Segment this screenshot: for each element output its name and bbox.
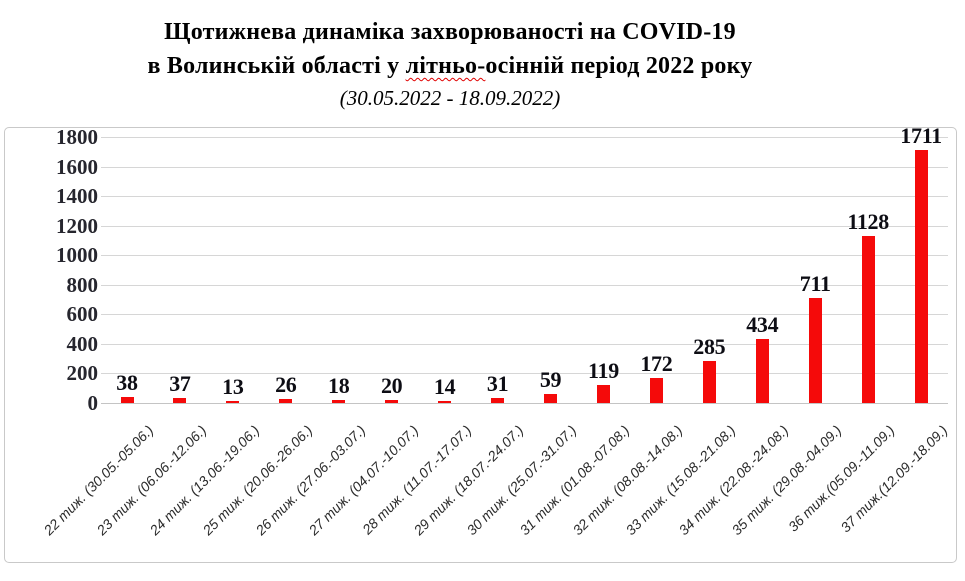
bar-value-label: 119 — [588, 358, 619, 384]
bar — [385, 400, 399, 403]
gridline — [101, 166, 948, 168]
bar-value-label: 18 — [328, 373, 350, 399]
bar-value-label: 1711 — [900, 123, 942, 149]
bar-value-label: 285 — [693, 333, 726, 359]
bar-value-label: 172 — [640, 350, 673, 376]
bar-value-label: 59 — [539, 367, 562, 393]
chart-title-misspelled-word: літньо- — [405, 53, 486, 79]
bar — [861, 236, 875, 403]
bar — [279, 399, 293, 403]
bar — [438, 400, 452, 403]
y-axis-tick-label: 0 — [87, 391, 99, 415]
y-axis-tick-label: 1200 — [56, 213, 98, 238]
bar — [544, 394, 558, 403]
chart-title-block: Щотижнева динаміка захворюваності на COV… — [0, 15, 900, 112]
y-axis-tick-label: 800 — [66, 272, 99, 297]
bar — [491, 398, 505, 403]
chart-title-date-range: (30.05.2022 - 18.09.2022) — [339, 86, 561, 110]
bar-value-label: 13 — [222, 374, 244, 399]
y-axis-tick-label: 1400 — [56, 184, 98, 209]
y-axis-tick-label: 1800 — [56, 125, 98, 149]
bar — [120, 397, 134, 403]
bar — [702, 360, 716, 403]
bar — [914, 150, 928, 403]
chart-title-line1: Щотижнева динаміка захворюваності на COV… — [164, 19, 736, 45]
bar — [808, 297, 822, 403]
gridline — [101, 343, 948, 345]
gridline — [101, 225, 948, 227]
y-axis-tick-label: 1000 — [56, 243, 98, 268]
bar-value-label: 26 — [275, 372, 297, 398]
bar-value-label: 20 — [380, 373, 403, 399]
gridline — [101, 196, 948, 198]
bar — [226, 401, 240, 403]
bar-value-label: 38 — [116, 370, 138, 396]
bar — [173, 397, 187, 403]
bar-value-label: 14 — [433, 373, 456, 399]
gridline — [101, 137, 948, 138]
chart-title-line2: в Волинській області у літньо-осінній пе… — [0, 49, 900, 83]
bar-value-label: 31 — [486, 371, 509, 397]
bar-value-label: 434 — [746, 311, 779, 337]
gridline — [101, 255, 948, 257]
gridline — [101, 284, 948, 286]
gridline — [101, 314, 948, 316]
x-category-label: 36 тиж.(05.09.-11.09.) — [784, 422, 898, 535]
y-axis-tick-label: 400 — [66, 331, 99, 356]
covid-bar-chart: 0 200 400 600 800 1000 1200 1400 1600 1800 38 22 ти… — [4, 123, 957, 563]
bar-value-label: 1128 — [847, 209, 889, 235]
gridline — [101, 373, 948, 375]
x-axis-line — [101, 403, 948, 404]
y-axis-tick-label: 1600 — [56, 154, 98, 179]
y-axis-tick-label: 200 — [66, 361, 99, 386]
bar — [332, 400, 346, 403]
bar — [755, 338, 769, 403]
y-axis-tick-label: 600 — [66, 302, 99, 327]
bar — [649, 377, 663, 403]
bar-value-label: 37 — [169, 370, 191, 396]
chart-title-line2-after: осінній період 2022 року — [485, 53, 753, 79]
bar-value-label: 711 — [799, 270, 831, 296]
bar — [596, 385, 610, 403]
x-category-label: 37 тиж.(12.09.-18.09.) — [837, 422, 951, 536]
chart-title-line2-before: в Волинській області у — [147, 53, 400, 79]
